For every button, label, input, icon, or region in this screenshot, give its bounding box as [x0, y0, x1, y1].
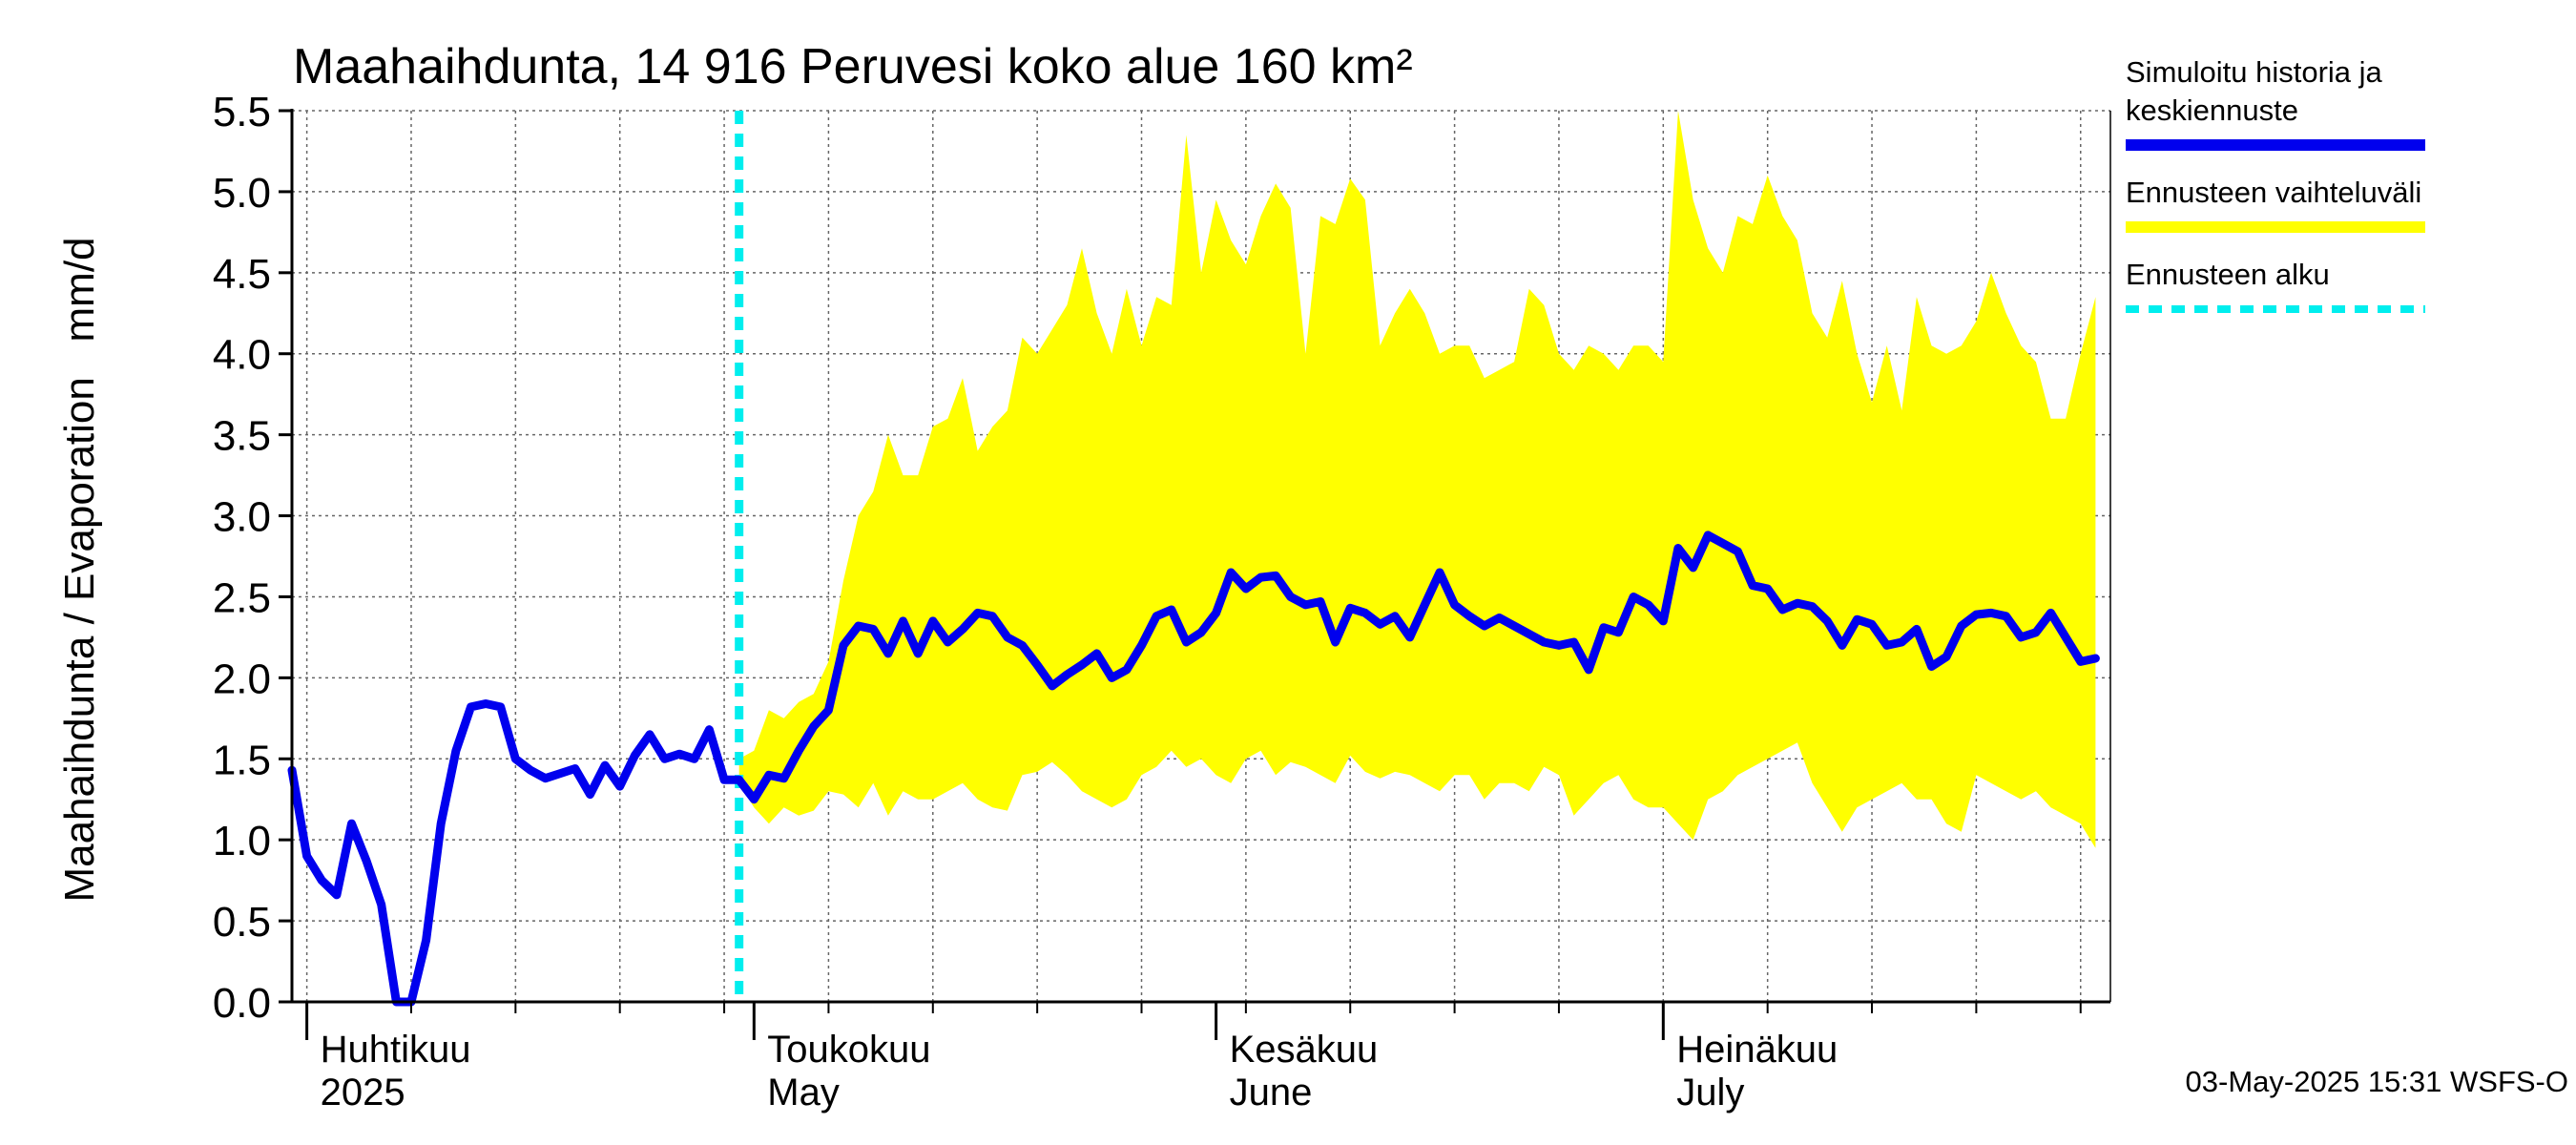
y-tick-label: 3.5: [213, 413, 271, 460]
y-tick-label: 1.0: [213, 818, 271, 864]
month-label: Kesäkuu: [1230, 1029, 1379, 1071]
y-tick-label: 0.5: [213, 899, 271, 946]
month-sublabel: June: [1230, 1072, 1313, 1114]
legend-label: Ennusteen vaihteluväli: [2126, 176, 2421, 209]
y-tick-label: 0.0: [213, 980, 271, 1027]
y-tick-label: 4.5: [213, 251, 271, 298]
chart-title: Maahaihdunta, 14 916 Peruvesi koko alue …: [293, 39, 1413, 94]
y-tick-label: 3.0: [213, 494, 271, 541]
month-sublabel: May: [767, 1072, 840, 1114]
month-label: Toukokuu: [767, 1029, 930, 1071]
legend: Simuloitu historia ja keskiennuste Ennuste…: [2126, 55, 2425, 313]
legend-label: keskiennuste: [2126, 94, 2298, 127]
month-sublabel: July: [1676, 1072, 1744, 1114]
y-tick-label: 5.0: [213, 170, 271, 217]
simulated-mean-line: [287, 531, 2100, 1007]
y-axis-label: Maahaihdunta / Evaporation mm/d: [56, 237, 103, 902]
legend-label: Simuloitu historia ja: [2126, 55, 2383, 89]
legend-label: Ennusteen alku: [2126, 258, 2330, 291]
timestamp-footer: 03-May-2025 15:31 WSFS-O: [2186, 1065, 2568, 1098]
y-tick-label: 1.5: [213, 737, 271, 783]
y-tick-label: 4.0: [213, 332, 271, 379]
y-tick-label: 2.0: [213, 656, 271, 702]
y-tick-label: 5.5: [213, 89, 271, 135]
month-label: Heinäkuu: [1676, 1029, 1838, 1071]
month-label: Huhtikuu: [321, 1029, 471, 1071]
month-sublabel: 2025: [321, 1072, 405, 1114]
y-tick-labels: 0.0 0.5 1.0 1.5 2.0 2.5 3.0 3.5 4.0 4.5 5.0 5.5: [213, 89, 271, 1027]
axes: [279, 109, 2111, 1040]
series-lines: [287, 111, 2100, 1007]
y-tick-label: 2.5: [213, 574, 271, 621]
